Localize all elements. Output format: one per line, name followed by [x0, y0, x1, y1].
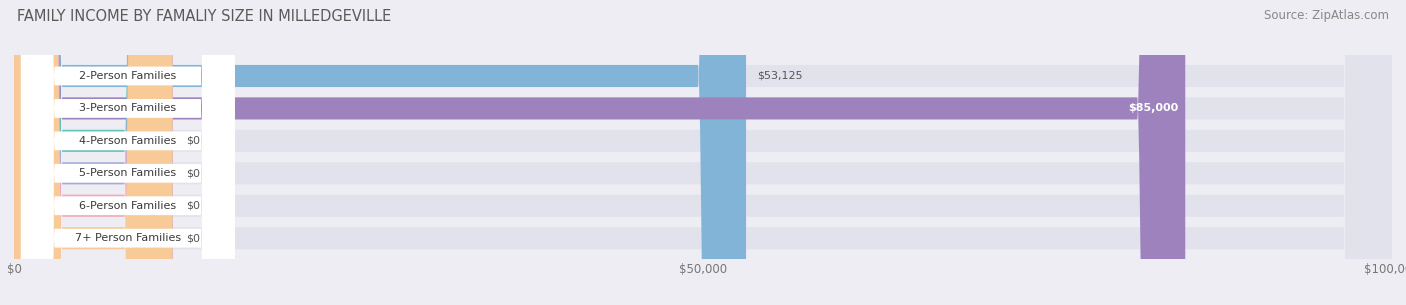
- FancyBboxPatch shape: [14, 0, 1392, 305]
- FancyBboxPatch shape: [21, 0, 235, 305]
- Text: 6-Person Families: 6-Person Families: [79, 201, 176, 211]
- Text: $0: $0: [187, 136, 200, 146]
- Text: 3-Person Families: 3-Person Families: [79, 103, 176, 113]
- Text: $85,000: $85,000: [1128, 103, 1178, 113]
- Text: Source: ZipAtlas.com: Source: ZipAtlas.com: [1264, 9, 1389, 22]
- Text: $0: $0: [187, 201, 200, 211]
- FancyBboxPatch shape: [21, 0, 235, 305]
- Text: 2-Person Families: 2-Person Families: [79, 71, 176, 81]
- Text: FAMILY INCOME BY FAMALIY SIZE IN MILLEDGEVILLE: FAMILY INCOME BY FAMALIY SIZE IN MILLEDG…: [17, 9, 391, 24]
- FancyBboxPatch shape: [14, 0, 1392, 305]
- Text: $53,125: $53,125: [756, 71, 803, 81]
- FancyBboxPatch shape: [21, 0, 235, 305]
- Text: $0: $0: [187, 168, 200, 178]
- Text: 7+ Person Families: 7+ Person Families: [75, 233, 181, 243]
- FancyBboxPatch shape: [21, 0, 235, 305]
- FancyBboxPatch shape: [21, 0, 235, 305]
- FancyBboxPatch shape: [21, 0, 235, 305]
- FancyBboxPatch shape: [14, 0, 747, 305]
- Text: $0: $0: [187, 233, 200, 243]
- Text: 4-Person Families: 4-Person Families: [79, 136, 176, 146]
- FancyBboxPatch shape: [14, 0, 173, 305]
- FancyBboxPatch shape: [14, 0, 173, 305]
- FancyBboxPatch shape: [14, 0, 1392, 305]
- FancyBboxPatch shape: [14, 0, 173, 305]
- FancyBboxPatch shape: [14, 0, 1392, 305]
- Text: 5-Person Families: 5-Person Families: [79, 168, 176, 178]
- FancyBboxPatch shape: [14, 0, 1185, 305]
- FancyBboxPatch shape: [14, 0, 173, 305]
- FancyBboxPatch shape: [14, 0, 1392, 305]
- FancyBboxPatch shape: [14, 0, 1392, 305]
